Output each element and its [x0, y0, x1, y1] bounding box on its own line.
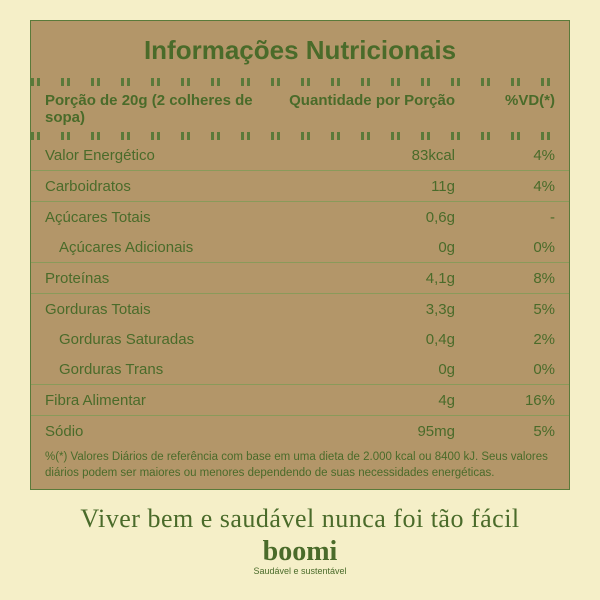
row-amount: 4g	[284, 392, 485, 409]
table-row: Fibra Alimentar4g16%	[31, 385, 569, 416]
row-amount: 0g	[290, 361, 485, 378]
table-row: Açúcares Adicionais0g0%	[31, 232, 569, 263]
header-row: Porção de 20g (2 colheres de sopa) Quant…	[31, 86, 569, 132]
row-amount: 0g	[290, 239, 485, 256]
header-vd: %VD(*)	[485, 92, 555, 109]
row-label: Gorduras Trans	[45, 361, 290, 378]
row-label: Valor Energético	[45, 147, 284, 164]
row-amount: 95mg	[284, 423, 485, 440]
row-vd: 5%	[485, 301, 555, 318]
row-amount: 0,4g	[290, 331, 485, 348]
row-amount: 4,1g	[284, 270, 485, 287]
row-label: Sódio	[45, 423, 284, 440]
row-vd: 4%	[485, 178, 555, 195]
row-vd: 5%	[485, 423, 555, 440]
table-row: Proteínas4,1g8%	[31, 263, 569, 294]
table-row: Gorduras Totais3,3g5%	[31, 294, 569, 324]
header-amount: Quantidade por Porção	[284, 92, 485, 109]
table-row: Carboidratos11g4%	[31, 171, 569, 202]
row-amount: 3,3g	[284, 301, 485, 318]
row-vd: 16%	[485, 392, 555, 409]
brand-logo: boomi	[263, 536, 338, 568]
row-label: Gorduras Totais	[45, 301, 284, 318]
header-portion: Porção de 20g (2 colheres de sopa)	[45, 92, 284, 126]
row-vd: -	[485, 209, 555, 226]
row-amount: 83kcal	[284, 147, 485, 164]
row-label: Açúcares Adicionais	[45, 239, 290, 256]
row-vd: 4%	[485, 147, 555, 164]
brand-subtitle: Saudável e sustentável	[253, 566, 346, 576]
row-vd: 2%	[485, 331, 555, 348]
row-amount: 0,6g	[284, 209, 485, 226]
row-vd: 0%	[485, 239, 555, 256]
rows-container: Valor Energético83kcal4%Carboidratos11g4…	[31, 140, 569, 446]
row-amount: 11g	[284, 178, 485, 195]
row-label: Açúcares Totais	[45, 209, 284, 226]
divider-stripe	[31, 132, 569, 140]
row-vd: 8%	[485, 270, 555, 287]
table-row: Açúcares Totais0,6g-	[31, 202, 569, 232]
footnote: %(*) Valores Diários de referência com b…	[31, 446, 569, 489]
table-row: Gorduras Trans0g0%	[31, 354, 569, 385]
nutrition-panel: Informações Nutricionais Porção de 20g (…	[30, 20, 570, 490]
table-row: Gorduras Saturadas0,4g2%	[31, 324, 569, 354]
divider-stripe	[31, 78, 569, 86]
table-row: Valor Energético83kcal4%	[31, 140, 569, 171]
table-row: Sódio95mg5%	[31, 416, 569, 446]
row-label: Gorduras Saturadas	[45, 331, 290, 348]
panel-title: Informações Nutricionais	[31, 21, 569, 78]
tagline: Viver bem e saudável nunca foi tão fácil	[80, 504, 519, 534]
row-label: Proteínas	[45, 270, 284, 287]
row-label: Fibra Alimentar	[45, 392, 284, 409]
row-label: Carboidratos	[45, 178, 284, 195]
row-vd: 0%	[485, 361, 555, 378]
